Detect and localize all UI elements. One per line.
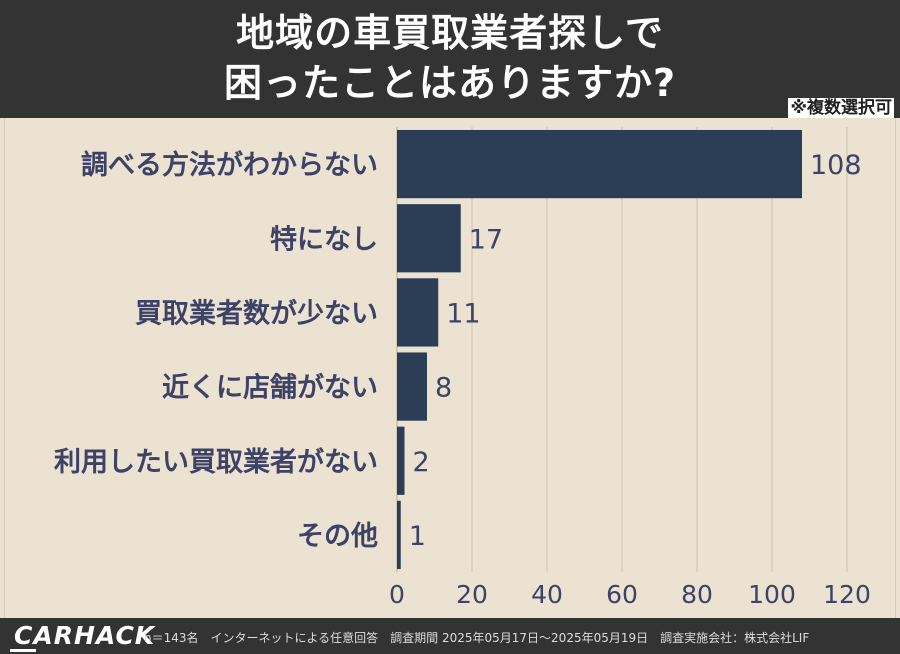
bar-1 xyxy=(397,204,461,273)
x-tick-label-3: 60 xyxy=(606,580,638,609)
x-tick-label-6: 120 xyxy=(823,580,871,609)
x-tick-label-2: 40 xyxy=(531,580,563,609)
value-label-2: 11 xyxy=(446,298,480,329)
chart-title: 地域の車買取業者探しで 困ったことはありますか? xyxy=(0,8,900,108)
value-label-3: 8 xyxy=(435,373,452,404)
bar-3 xyxy=(397,352,427,421)
value-label-4: 2 xyxy=(413,447,430,478)
value-label-1: 17 xyxy=(469,224,503,255)
bar-4 xyxy=(397,426,405,495)
x-tick-label-0: 0 xyxy=(389,580,405,609)
category-label-4: 利用したい買取業者がない xyxy=(54,446,378,478)
bar-2 xyxy=(397,278,439,347)
category-label-0: 調べる方法がわからない xyxy=(81,149,378,181)
category-label-2: 買取業者数が少ない xyxy=(135,297,378,329)
title-line-1: 地域の車買取業者探しで xyxy=(236,11,664,55)
footer-bar: CARHACK n＝143名 インターネットによる任意回答 調査期間 2025年… xyxy=(0,618,900,654)
bar-chart: 0 20 40 60 80 100 120 調べる方法がわからない 108 特になし 17 買取業者数… xyxy=(54,127,871,609)
title-line-2: 困ったことはありますか? xyxy=(223,61,677,105)
carhack-logo: CARHACK xyxy=(14,621,156,650)
header-banner: 地域の車買取業者探しで 困ったことはありますか? xyxy=(0,0,900,118)
x-tick-label-4: 80 xyxy=(681,580,713,609)
bar-0 xyxy=(397,129,802,199)
multiple-choice-note: ※複数選択可 xyxy=(788,98,894,118)
bar-5 xyxy=(397,500,401,570)
chart-area xyxy=(4,118,896,618)
category-label-3: 近くに店舗がない xyxy=(162,372,378,404)
value-label-5: 1 xyxy=(409,521,426,552)
x-tick-label-1: 20 xyxy=(456,580,488,609)
x-tick-label-5: 100 xyxy=(748,580,796,609)
survey-info: n＝143名 インターネットによる任意回答 調査期間 2025年05月17日〜2… xyxy=(144,631,810,645)
value-label-0: 108 xyxy=(810,150,862,181)
logo-underline xyxy=(10,649,36,652)
category-label-1: 特になし xyxy=(270,224,378,255)
category-label-5: その他 xyxy=(297,521,378,552)
